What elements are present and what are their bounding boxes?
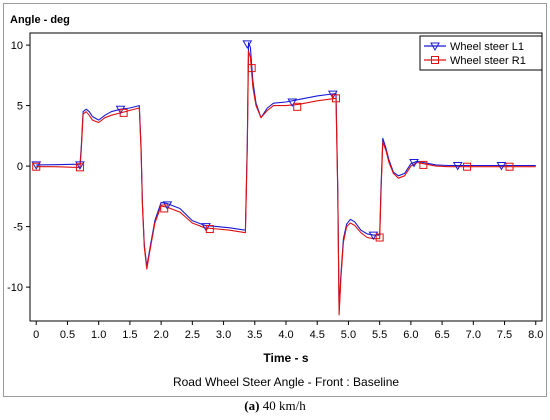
marker-square bbox=[419, 160, 428, 169]
legend-swatch-marker bbox=[430, 42, 440, 52]
caption-text: 40 km/h bbox=[259, 398, 306, 413]
marker-triangle bbox=[496, 162, 507, 171]
y-tick-label: 10 bbox=[11, 40, 23, 52]
x-tick-label: 1.5 bbox=[122, 329, 137, 341]
x-tick-label: 5.5 bbox=[372, 329, 387, 341]
marker-square bbox=[247, 64, 256, 73]
x-tick-label: 2.5 bbox=[185, 329, 200, 341]
x-tick-label: 6.0 bbox=[403, 329, 418, 341]
marker-square bbox=[160, 204, 169, 213]
x-tick-label: 0.5 bbox=[60, 329, 75, 341]
marker-square bbox=[505, 162, 514, 171]
y-tick-label: -5 bbox=[13, 222, 23, 234]
x-tick-label: 6.5 bbox=[434, 329, 449, 341]
x-tick-label: 3.0 bbox=[216, 329, 231, 341]
y-tick-label: 5 bbox=[17, 101, 23, 113]
axis-layer: 0 0.5 1.0 1.5 2.0 2.5 3.0 3.5 4.0 4.5 5.0 5.5 6.0 6.5… bbox=[7, 32, 543, 341]
marker-square bbox=[293, 102, 302, 111]
marker-triangle bbox=[287, 98, 298, 107]
marker-square bbox=[205, 225, 214, 234]
marker-triangle bbox=[242, 40, 253, 49]
marker-triangle bbox=[409, 158, 419, 168]
legend: Wheel steer L1 Wheel steer R1 bbox=[419, 35, 543, 71]
x-tick-label: 4.5 bbox=[310, 329, 325, 341]
legend-label: Wheel steer L1 bbox=[450, 41, 524, 53]
series-layer bbox=[36, 42, 536, 316]
marker-triangle bbox=[368, 231, 379, 241]
marker-triangle bbox=[75, 161, 85, 170]
legend-box bbox=[419, 35, 543, 71]
x-tick-label: 7.5 bbox=[497, 329, 512, 341]
chart-footer-title: Road Wheel Steer Angle - Front : Baselin… bbox=[173, 375, 399, 389]
y-tick-label: 0 bbox=[17, 161, 23, 173]
x-tick-label: 0 bbox=[33, 329, 39, 341]
x-tick-label: 8.0 bbox=[528, 329, 543, 341]
figure-caption: (a) 40 km/h bbox=[0, 398, 550, 414]
caption-label: (a) bbox=[244, 398, 260, 413]
marker-triangle bbox=[201, 223, 211, 232]
marker-square bbox=[463, 162, 472, 171]
x-tick-label: 2.0 bbox=[153, 329, 168, 341]
marker-square bbox=[375, 233, 384, 242]
x-tick-label: 3.5 bbox=[247, 329, 262, 341]
series-line-wheel-steer-r1 bbox=[36, 50, 536, 316]
plot-area bbox=[29, 32, 543, 322]
x-axis-label: Time - s bbox=[263, 351, 308, 365]
legend-swatch-marker bbox=[431, 56, 439, 64]
marker-layer bbox=[31, 40, 514, 242]
x-tick-label: 5.0 bbox=[341, 329, 356, 341]
legend-label: Wheel steer R1 bbox=[450, 55, 526, 67]
y-tick-label: -10 bbox=[7, 282, 23, 294]
marker-square bbox=[119, 108, 128, 117]
series-line-wheel-steer-l1 bbox=[36, 42, 536, 312]
marker-square bbox=[331, 94, 340, 103]
marker-square bbox=[75, 163, 84, 172]
marker-square bbox=[32, 162, 41, 171]
y-axis-label: Angle - deg bbox=[10, 14, 70, 26]
marker-triangle bbox=[452, 162, 463, 171]
chart-svg: 0 0.5 1.0 1.5 2.0 2.5 3.0 3.5 4.0 4.5 5.0 5.5 6.0 6.5… bbox=[7, 14, 543, 389]
x-tick-label: 4.0 bbox=[278, 329, 293, 341]
x-tick-label: 7.0 bbox=[466, 329, 481, 341]
marker-triangle bbox=[31, 161, 42, 170]
x-tick-label: 1.0 bbox=[91, 329, 106, 341]
